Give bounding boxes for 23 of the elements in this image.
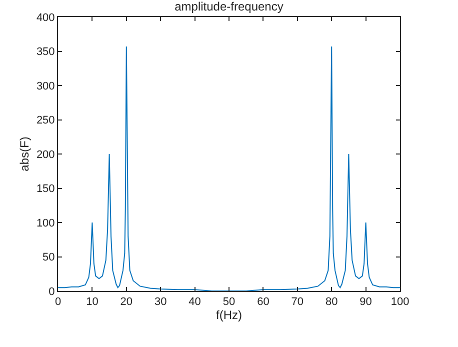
x-tick-label: 30 [154, 296, 167, 308]
x-tick-label: 60 [257, 296, 270, 308]
y-tick-label: 50 [42, 252, 55, 264]
x-tick-label: 100 [390, 296, 410, 308]
y-tick-label: 250 [36, 114, 55, 127]
x-tick-label: 50 [222, 296, 236, 308]
y-axis-title: abs(F) [18, 136, 32, 172]
y-tick-label: 0 [48, 286, 55, 298]
x-tick-label: 80 [325, 296, 338, 308]
y-tick-label: 150 [36, 183, 55, 196]
x-axis-title: f(Hz) [216, 308, 242, 322]
x-tick-label: 40 [188, 296, 201, 308]
x-tick-label: 20 [120, 296, 133, 308]
y-tick-label: 100 [36, 217, 55, 230]
x-tick-label: 10 [86, 296, 98, 308]
chart-title: amplitude-frequency [174, 0, 284, 14]
x-tick-label: 70 [291, 296, 304, 308]
x-tick-label: 90 [360, 296, 372, 308]
y-tick-label: 200 [36, 148, 55, 161]
line-series [58, 46, 400, 291]
y-tick-label: 400 [36, 12, 55, 24]
y-tick-label: 350 [36, 46, 55, 58]
y-tick-label: 300 [36, 80, 55, 92]
